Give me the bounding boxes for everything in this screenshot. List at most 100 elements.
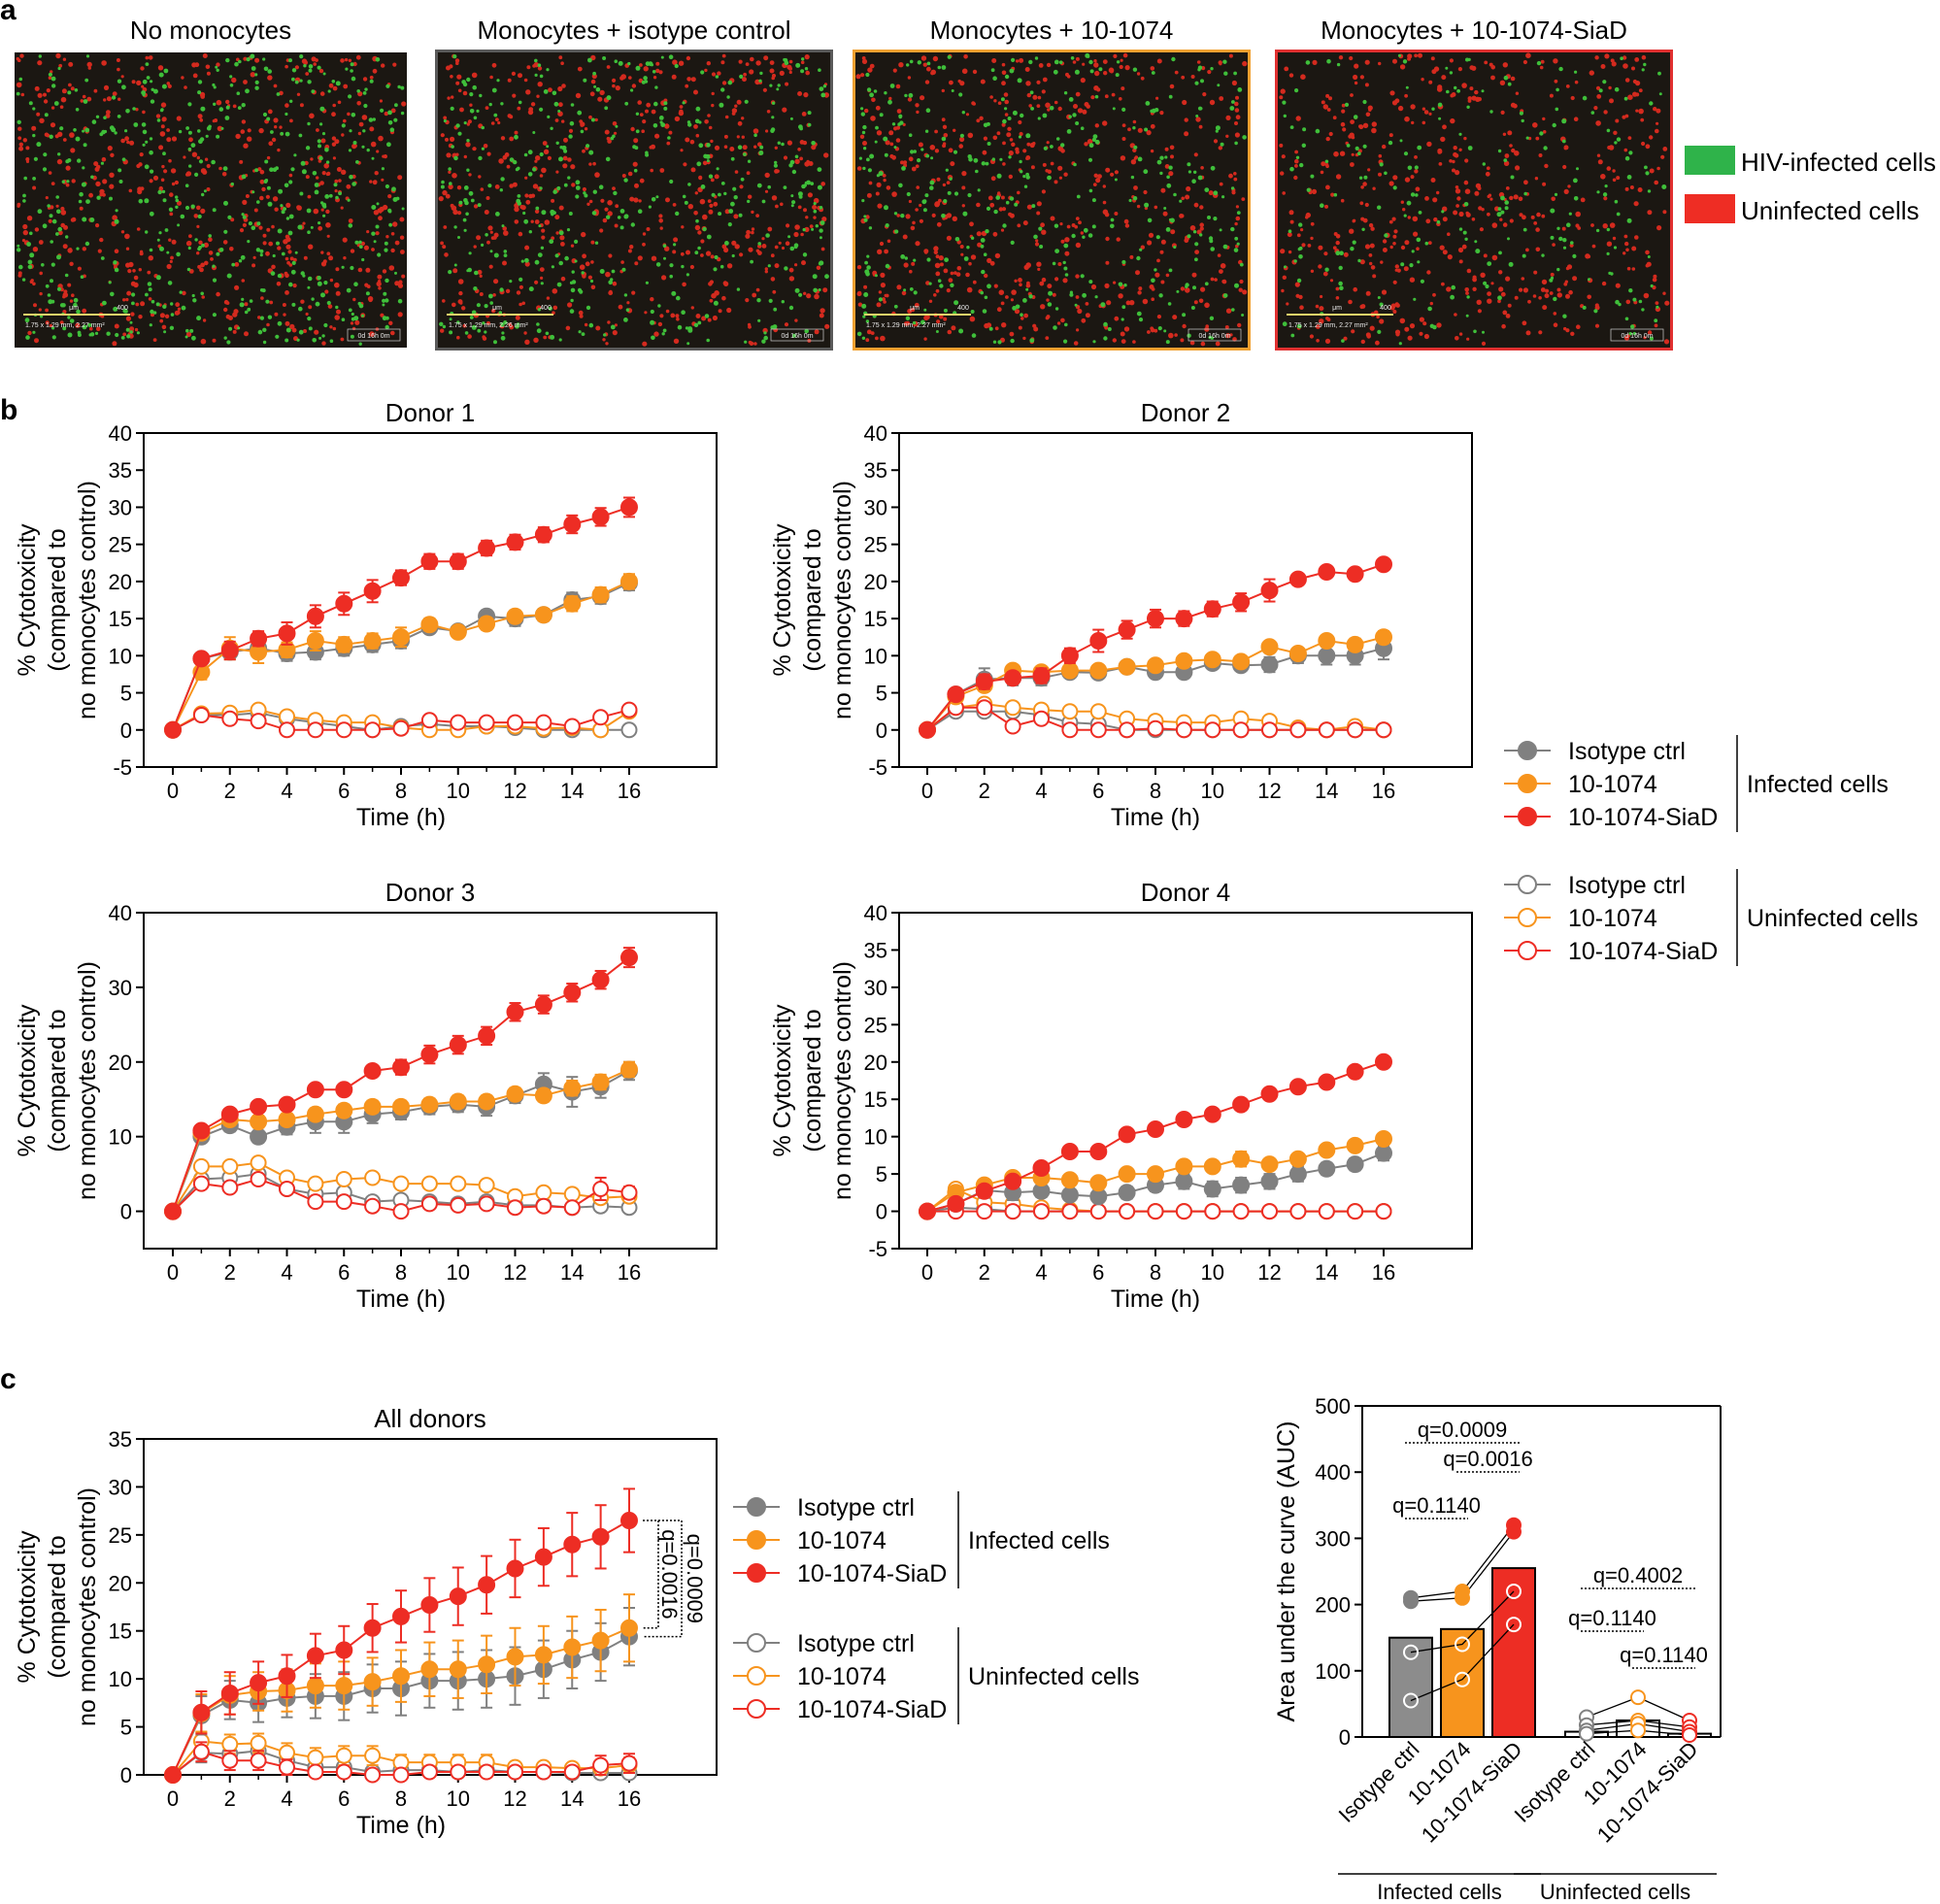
uninfected-cell-dot — [1371, 265, 1375, 270]
data-point — [1289, 721, 1307, 739]
uninfected-cell-dot — [1185, 194, 1190, 200]
infected-cell-dot — [1411, 250, 1415, 253]
uninfected-cell-dot — [244, 302, 249, 307]
uninfected-cell-dot — [229, 246, 234, 251]
infected-cell-dot — [861, 199, 865, 203]
infected-cell-dot — [385, 324, 389, 330]
uninfected-cell-dot — [1662, 291, 1666, 295]
infected-cell-dot — [909, 59, 914, 64]
infected-cell-dot — [1282, 100, 1287, 105]
uninfected-cell-dot — [204, 260, 209, 266]
uninfected-cell-dot — [994, 252, 1001, 259]
uninfected-cell-dot — [1350, 119, 1355, 124]
infected-cell-dot — [1155, 235, 1160, 240]
infected-cell-dot — [1573, 196, 1579, 201]
uninfected-cell-dot — [291, 327, 297, 333]
uninfected-cell-dot — [734, 104, 738, 108]
infected-cell-dot — [175, 198, 180, 203]
infected-cell-dot — [142, 129, 148, 135]
uninfected-cell-dot — [305, 72, 310, 76]
infected-cell-dot — [1011, 57, 1016, 62]
uninfected-cell-dot — [570, 164, 576, 170]
infected-cell-dot — [1562, 238, 1567, 243]
infected-cell-dot — [1132, 67, 1138, 72]
infected-cell-dot — [1082, 292, 1087, 298]
uninfected-cell-dot — [1565, 328, 1570, 333]
infected-cell-dot — [633, 168, 638, 173]
uninfected-cell-dot — [177, 307, 182, 311]
infected-cell-dot — [811, 227, 815, 231]
uninfected-cell-dot — [451, 95, 454, 99]
uninfected-cell-dot — [1168, 171, 1174, 177]
uninfected-cell-dot — [578, 310, 584, 316]
uninfected-cell-dot — [45, 308, 49, 313]
infected-cell-dot — [686, 273, 690, 277]
infected-cell-dot — [169, 325, 175, 330]
uninfected-cell-dot — [1204, 302, 1210, 309]
uninfected-cell-dot — [50, 182, 55, 186]
infected-cell-dot — [758, 79, 762, 84]
uninfected-cell-dot — [1114, 316, 1120, 321]
uninfected-cell-dot — [1323, 251, 1328, 256]
uninfected-cell-dot — [1376, 315, 1380, 319]
infected-cell-dot — [1632, 297, 1637, 302]
series-infected-10-1074 — [164, 572, 638, 739]
uninfected-cell-dot — [1325, 164, 1329, 169]
uninfected-cell-dot — [1477, 97, 1482, 102]
infected-cell-dot — [866, 265, 871, 270]
uninfected-cell-dot — [1288, 73, 1294, 78]
infected-cell-dot — [1616, 137, 1622, 142]
uninfected-cell-dot — [1587, 254, 1591, 259]
infected-cell-dot — [481, 243, 485, 247]
infected-cell-dot — [149, 150, 153, 155]
data-point — [363, 632, 382, 650]
infected-cell-dot — [561, 145, 567, 150]
uninfected-cell-dot — [1333, 150, 1339, 157]
infected-cell-dot — [439, 321, 444, 326]
infected-cell-dot — [397, 84, 401, 89]
infected-cell-dot — [79, 191, 84, 197]
infected-cell-dot — [819, 236, 822, 240]
infected-cell-dot — [1200, 79, 1204, 84]
uninfected-cell-dot — [1001, 70, 1007, 76]
infected-cell-dot — [1437, 102, 1443, 108]
uninfected-cell-dot — [19, 53, 24, 58]
uninfected-cell-dot — [1367, 168, 1371, 172]
uninfected-cell-dot — [557, 85, 563, 92]
infected-cell-dot — [551, 213, 554, 217]
uninfected-cell-dot — [1625, 248, 1629, 252]
infected-cell-dot — [652, 123, 658, 128]
uninfected-cell-dot — [659, 168, 665, 173]
infected-cell-dot — [541, 210, 547, 216]
infected-cell-dot — [481, 125, 485, 130]
uninfected-cell-dot — [1484, 60, 1488, 65]
uninfected-cell-dot — [1370, 226, 1375, 231]
uninfected-cell-dot — [764, 172, 770, 179]
infected-cell-dot — [730, 201, 735, 207]
uninfected-cell-dot — [160, 102, 167, 108]
uninfected-cell-dot — [48, 171, 52, 175]
infected-cell-dot — [351, 312, 354, 317]
uninfected-cell-dot — [378, 286, 382, 290]
uninfected-cell-dot — [1521, 277, 1525, 281]
infected-cell-dot — [28, 101, 33, 106]
data-point — [478, 1177, 495, 1194]
uninfected-cell-dot — [1365, 290, 1371, 296]
uninfected-cell-dot — [612, 330, 618, 336]
uninfected-cell-dot — [695, 133, 700, 138]
infected-cell-dot — [1168, 268, 1173, 273]
infected-cell-dot — [1092, 340, 1096, 344]
uninfected-cell-dot — [865, 338, 870, 343]
uninfected-cell-dot — [1003, 92, 1009, 97]
infected-cell-dot — [145, 140, 149, 144]
uninfected-cell-dot — [1102, 209, 1109, 216]
uninfected-cell-dot — [936, 221, 942, 227]
infected-cell-dot — [184, 205, 190, 211]
infected-cell-dot — [223, 336, 227, 340]
uninfected-cell-dot — [1338, 55, 1344, 60]
uninfected-cell-dot — [331, 142, 337, 147]
uninfected-cell-dot — [1321, 100, 1325, 105]
infected-cell-dot — [1210, 165, 1216, 171]
uninfected-cell-dot — [1092, 183, 1097, 187]
infected-cell-dot — [1507, 82, 1512, 86]
